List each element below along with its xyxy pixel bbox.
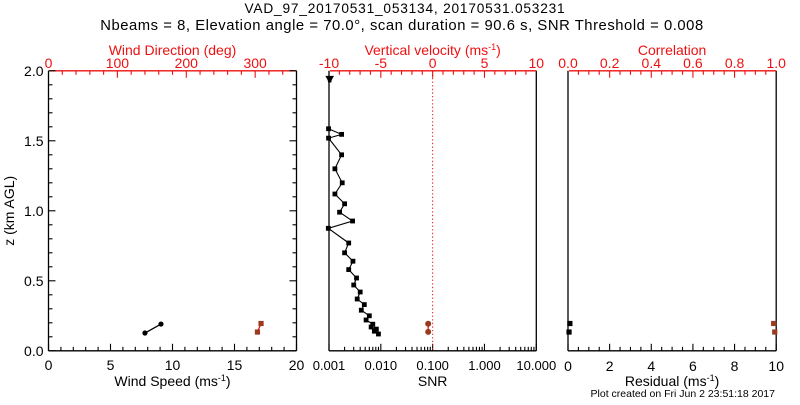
svg-text:0.100: 0.100 (416, 358, 449, 373)
svg-text:20: 20 (289, 357, 305, 373)
svg-text:Wind Speed (ms-1): Wind Speed (ms-1) (114, 373, 230, 389)
svg-text:Plot created on Fri Jun 2 23:: Plot created on Fri Jun 2 23:51:18 2017 (591, 388, 776, 400)
svg-text:SNR: SNR (418, 373, 448, 389)
svg-text:1.0: 1.0 (766, 55, 786, 71)
svg-text:0: 0 (45, 55, 53, 71)
svg-text:10: 10 (768, 358, 784, 374)
svg-text:0.001: 0.001 (313, 358, 346, 373)
svg-text:4: 4 (647, 358, 655, 374)
svg-text:z (km AGL): z (km AGL) (1, 176, 17, 246)
svg-text:2.0: 2.0 (24, 63, 44, 79)
svg-text:10: 10 (165, 357, 181, 373)
svg-text:Correlation: Correlation (638, 42, 706, 58)
svg-text:Vertical velocity (ms-1): Vertical velocity (ms-1) (364, 42, 500, 58)
svg-text:-10: -10 (319, 55, 339, 71)
svg-text:0.2: 0.2 (600, 55, 620, 71)
svg-text:6: 6 (689, 358, 697, 374)
svg-text:300: 300 (243, 55, 267, 71)
svg-text:VAD_97_20170531_053134, 201705: VAD_97_20170531_053134, 20170531.053231 (245, 1, 566, 16)
svg-text:0.5: 0.5 (24, 273, 44, 289)
svg-text:0.8: 0.8 (725, 55, 745, 71)
svg-text:0.0: 0.0 (558, 55, 578, 71)
svg-text:1.0: 1.0 (24, 203, 44, 219)
svg-text:Wind Direction (deg): Wind Direction (deg) (109, 42, 237, 58)
svg-text:Residual (ms-1): Residual (ms-1) (625, 373, 719, 389)
svg-text:0: 0 (564, 358, 572, 374)
svg-text:0.0: 0.0 (24, 343, 44, 359)
svg-text:8: 8 (731, 358, 739, 374)
svg-text:15: 15 (227, 357, 243, 373)
svg-text:1.5: 1.5 (24, 133, 44, 149)
svg-text:0.010: 0.010 (365, 358, 398, 373)
svg-text:Nbeams = 8, Elevation angle =: Nbeams = 8, Elevation angle = 70.0°, sca… (100, 18, 704, 34)
svg-text:10.000: 10.000 (516, 358, 556, 373)
svg-text:10: 10 (529, 55, 545, 71)
svg-text:1.000: 1.000 (468, 358, 501, 373)
svg-text:0: 0 (45, 357, 53, 373)
svg-text:2: 2 (606, 358, 614, 374)
svg-text:5: 5 (107, 357, 115, 373)
